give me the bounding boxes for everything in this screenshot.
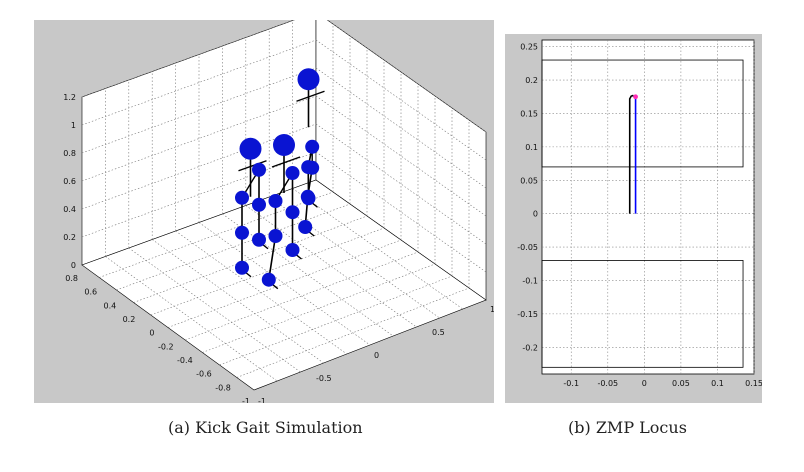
zmp-y-tick-label: 0: [533, 210, 538, 219]
caption-zmp-locus: (b) ZMP Locus: [568, 418, 687, 437]
zmp-x-tick-label: 0: [642, 379, 647, 388]
floor-grid-line: [198, 222, 371, 346]
floor-grid-line: [219, 275, 453, 366]
figure-joint: [301, 191, 316, 206]
gait-simulation-plot: 00.20.40.60.811.20.80.60.40.20-0.2-0.4-0…: [63, 20, 494, 403]
figure-link: [268, 235, 277, 280]
figure-joint: [268, 229, 283, 243]
figure-joint: [252, 162, 266, 177]
x-tick-label: -0.6: [196, 370, 212, 379]
floor-grid-line: [133, 215, 368, 303]
zmp-x-tick-label: 0.05: [672, 379, 690, 388]
y-tick-label: 0.5: [432, 328, 445, 337]
figure-joint: [252, 232, 266, 247]
z-tick-label: 1.2: [63, 93, 76, 102]
zmp-y-tick-label: -0.2: [522, 343, 538, 352]
y-tick-label: 0: [374, 351, 379, 360]
zmp-y-tick-label: 0.05: [520, 176, 538, 185]
zmp-x-tick-label: 0.15: [745, 379, 762, 388]
wall-grid-line: [81, 151, 317, 238]
x-tick-label: 0.4: [103, 301, 116, 310]
caption-kick-gait: (a) Kick Gait Simulation: [168, 418, 363, 437]
floor-grid-line: [236, 287, 470, 378]
figure-shoulder: [296, 90, 325, 102]
floor-grid-line: [150, 227, 385, 316]
figure-joint: [285, 205, 300, 220]
z-tick-label: 0.6: [63, 177, 76, 186]
floor: [81, 179, 487, 391]
zmp-y-tick-label: 0.2: [525, 76, 538, 85]
z-tick-label: 0.4: [63, 205, 76, 214]
figure-joint: [301, 160, 316, 175]
x-tick-label: -1: [242, 397, 250, 403]
z-tick-label: 1: [71, 121, 76, 130]
figure-joint: [285, 243, 300, 257]
zmp-axes-area: [541, 39, 755, 375]
x-tick-label: 0.6: [84, 288, 97, 297]
zmp-y-tick-label: 0.1: [525, 143, 538, 152]
floor-grid-line: [167, 239, 402, 328]
wall-grid-line: [81, 20, 295, 98]
x-tick-label: -0.8: [215, 383, 231, 392]
zmp-x-tick-label: -0.1: [563, 379, 579, 388]
zmp-locus-panel: -0.1 -0.05 0 0.05 0.1 0.15 0.25 0.2 0.15 0.1 0.05 0…: [505, 34, 762, 403]
z-tick-label: 0: [71, 261, 76, 270]
floor-grid-line: [175, 230, 347, 355]
floor-grid-line: [202, 263, 436, 353]
zmp-y-tick-label: 0.25: [520, 43, 538, 52]
wall-grid-line: [81, 39, 317, 126]
figure-joint: [305, 139, 320, 154]
figure-joint: [268, 194, 283, 208]
figure-joint: [235, 190, 249, 205]
figure-joint: [235, 260, 249, 275]
zmp-x-tick-label: 0.1: [711, 379, 724, 388]
figure-shoulder: [271, 156, 301, 168]
figure-head: [297, 68, 320, 91]
x-tick-label: -0.2: [158, 342, 174, 351]
floor-grid-line: [185, 251, 419, 341]
figure-head: [239, 137, 262, 160]
zmp-locus-plot: -0.1 -0.05 0 0.05 0.1 0.15 0.25 0.2 0.15 0.1 0.05 0…: [517, 39, 762, 388]
zmp-y-tick-label: 0.15: [520, 109, 538, 118]
zmp-x-tick-label: -0.05: [597, 379, 618, 388]
x-tick-label: 0.8: [65, 274, 78, 283]
wall-grid-line: [81, 95, 317, 182]
zmp-point: [633, 94, 638, 100]
z-tick-label: 0.8: [63, 149, 76, 158]
z-tick-label: 0.2: [63, 233, 76, 242]
wall-grid-line: [81, 67, 317, 154]
zmp-series-actual: [628, 94, 634, 214]
zmp-footprint-lower-foot: [541, 260, 744, 368]
zmp-footprint-upper-foot: [541, 59, 744, 168]
figure-joint: [298, 220, 313, 234]
figure-shoulder: [238, 160, 267, 172]
x-tick-label: 0.2: [123, 315, 136, 324]
zmp-y-tick-label: -0.05: [517, 243, 538, 252]
zmp-y-tick-label: -0.15: [517, 310, 538, 319]
figure-joint: [235, 225, 249, 240]
gait-simulation-panel: 0 0.2 0.4 0.6 0.8 1 1.2 0.8 0.6 0.4 0.2 0 -0.2 -0.4 -0…: [34, 20, 494, 403]
figure-joint: [252, 197, 266, 212]
zmp-y-tick-label: -0.1: [522, 276, 538, 285]
y-tick-label: 1: [490, 305, 494, 314]
figure-joint: [285, 166, 300, 180]
x-tick-label: -0.4: [177, 356, 193, 365]
x-tick-label: 0: [149, 329, 154, 338]
y-tick-label: -1: [258, 397, 266, 403]
figure-joint: [261, 272, 276, 287]
y-tick-label: -0.5: [316, 374, 332, 383]
floor-grid-line: [116, 203, 351, 291]
figure-head: [273, 134, 295, 156]
